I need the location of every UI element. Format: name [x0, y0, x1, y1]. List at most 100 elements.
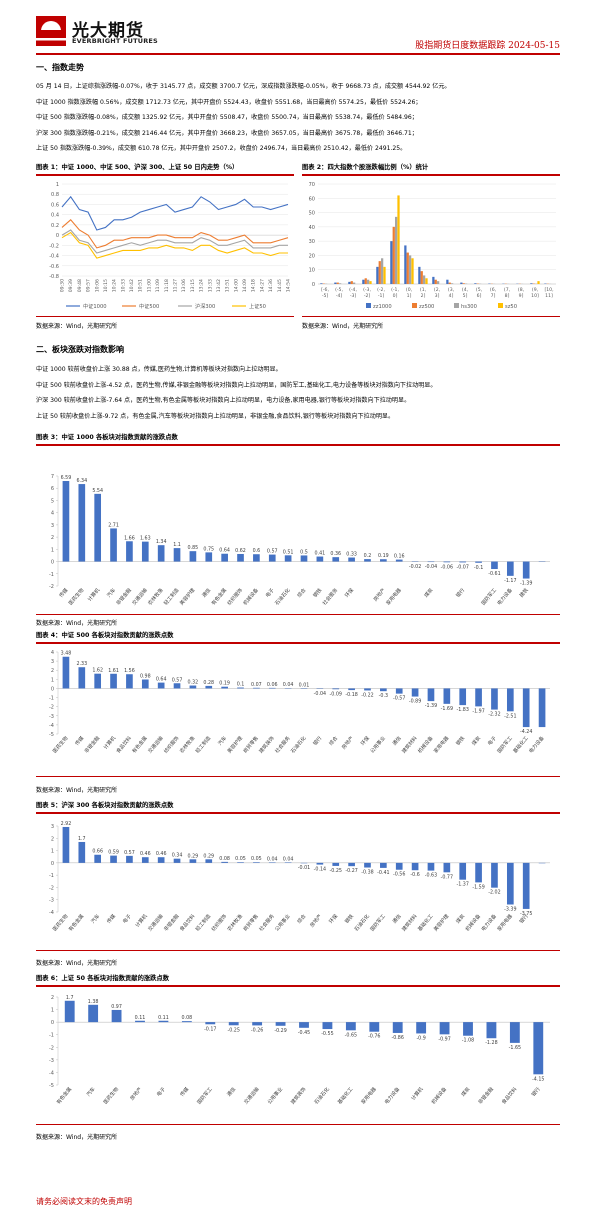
bar — [126, 674, 133, 689]
text-line: 中证 1000 指数涨跌幅 0.56%，成交额 1712.73 亿元，其中开盘价… — [36, 98, 422, 106]
data-label: 0.62 — [235, 548, 246, 554]
x-tick-label: (1, — [420, 287, 427, 293]
x-tick-label: (3, — [448, 287, 455, 293]
x-tick-label: 钢铁 — [343, 913, 355, 925]
x-tick-label: 7] — [491, 293, 496, 299]
x-tick-label: 建筑装饰 — [289, 1086, 307, 1106]
bar-zz1000 — [334, 282, 337, 284]
x-tick-label: 2] — [421, 293, 426, 299]
data-label: 1.38 — [88, 999, 99, 1005]
bar — [491, 688, 498, 710]
data-label: -0.14 — [314, 867, 326, 873]
data-label: 0.6 — [253, 548, 261, 554]
bar-sz50 — [425, 278, 428, 284]
bar — [522, 688, 530, 728]
bar — [316, 862, 324, 865]
data-label: -0.02 — [409, 564, 421, 570]
x-tick-label: (9, — [532, 287, 539, 293]
figure4-bottom-rule — [36, 776, 560, 777]
y-tick-label: 1 — [51, 849, 54, 855]
bar-sz50 — [383, 266, 386, 284]
data-label: -0.18 — [345, 692, 357, 698]
data-label: 0.64 — [219, 548, 230, 554]
y-tick-label: -1 — [49, 1033, 54, 1039]
data-label: -0.57 — [393, 696, 405, 702]
bar — [189, 859, 197, 863]
figure5-source: 数据来源：Wind，光期研究所 — [36, 960, 118, 967]
bar-sz50 — [397, 195, 400, 284]
figure3-source: 数据来源：Wind，光期研究所 — [36, 620, 118, 627]
x-tick-label: 煤炭 — [470, 735, 482, 747]
bar — [443, 688, 451, 704]
x-tick-label: 电子 — [264, 587, 276, 599]
legend-label: hs300 — [461, 304, 477, 310]
data-label: -0.76 — [368, 1034, 380, 1040]
y-tick-label: 0 — [56, 233, 59, 239]
bar-sz50 — [411, 258, 414, 284]
bar-zz1000 — [390, 241, 393, 284]
data-label: -0.17 — [204, 1026, 216, 1032]
x-tick-label: -1] — [378, 293, 385, 299]
x-tick-label: 社会服务 — [321, 587, 339, 607]
bar — [522, 561, 530, 579]
x-tick-label: 13:42 — [216, 279, 222, 292]
data-label: 0.05 — [235, 856, 246, 862]
bar-zz500 — [462, 283, 465, 284]
bar — [380, 559, 387, 562]
x-tick-label: 轻工制造 — [162, 587, 180, 607]
data-label: -1.37 — [456, 882, 468, 888]
y-tick-label: -0.2 — [49, 243, 59, 249]
data-label: -0.56 — [393, 872, 405, 878]
x-tick-label: 轻工制造 — [194, 913, 212, 933]
legend-swatch — [498, 303, 503, 308]
x-tick-label: 14:09 — [242, 279, 248, 292]
data-label: 0.85 — [188, 545, 199, 551]
bar — [395, 559, 403, 562]
y-tick-label: 3 — [51, 824, 54, 830]
section-title-index-trend: 一、指数走势 — [36, 63, 84, 72]
x-tick-label: 汽车 — [216, 735, 228, 747]
data-label: 1.66 — [124, 535, 135, 541]
data-label: -0.9 — [416, 1035, 425, 1041]
brand-name-cn: 光大期货 — [72, 21, 144, 41]
x-tick-label: 石油石化 — [353, 913, 371, 933]
bar-hs300 — [339, 283, 342, 284]
data-label: 3.48 — [61, 651, 72, 657]
chart-index-intraday: 1 0.8 0.6 0.4 0.2 0 -0.2 -0.4 -0.6 -0.809:30 09:39… — [49, 182, 291, 310]
footer-disclaimer: 请务必阅读文末的免责声明 — [36, 1197, 132, 1206]
x-tick-label: 11:09 — [155, 279, 161, 292]
bar-zz1000 — [376, 266, 379, 284]
y-tick-label: 50 — [309, 211, 315, 217]
data-label: -0.29 — [274, 1028, 286, 1034]
y-tick-label: -5 — [49, 732, 54, 738]
x-tick-label: 8] — [505, 293, 510, 299]
data-label: 0.07 — [251, 682, 262, 688]
bar — [253, 554, 260, 562]
x-tick-label: 汽车 — [105, 587, 117, 599]
data-label: 0.2 — [364, 553, 372, 559]
bar — [332, 862, 340, 866]
data-label: 0.32 — [188, 680, 199, 686]
x-tick-label: 1] — [407, 293, 412, 299]
x-tick-label: 综合 — [296, 913, 308, 925]
x-tick-label: (0, — [406, 287, 413, 293]
data-label: 1.34 — [156, 539, 167, 545]
x-tick-label: 11:27 — [173, 279, 179, 292]
bar — [78, 484, 86, 562]
report-header: 光大期货 EVERBRIGHT FUTURES 股指期货日度数据跟踪 2024-… — [36, 14, 560, 52]
bar — [348, 688, 355, 691]
data-label: 0.64 — [156, 677, 167, 683]
bar-zz1000 — [418, 266, 421, 284]
figure5-bottom-rule — [36, 950, 560, 951]
text-line: 上证 50 指数涨跌幅-0.39%，成交额 610.78 亿元，其中开盘价 25… — [36, 145, 407, 153]
legend-label: 中证1000 — [83, 302, 107, 310]
bar — [268, 554, 276, 562]
bar — [364, 862, 371, 868]
x-tick-label: 房地产 — [372, 587, 387, 603]
chart-csi300-sector-contribution: 3210-1-2-3-42.92医药生物1.7有色金属0.66汽车0.59传媒0… — [49, 821, 550, 933]
y-tick-label: 1 — [51, 677, 54, 683]
bar — [221, 553, 228, 562]
data-label: 0.19 — [219, 681, 230, 687]
figure1-bottom-rule — [36, 316, 294, 317]
legend-label: 沪深300 — [195, 302, 215, 310]
